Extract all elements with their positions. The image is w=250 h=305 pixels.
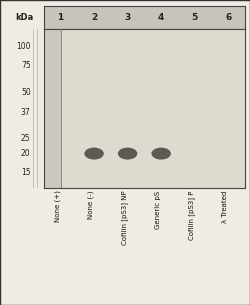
Bar xyxy=(44,29,60,188)
Ellipse shape xyxy=(152,148,171,160)
Text: 6: 6 xyxy=(225,13,231,22)
Text: 4: 4 xyxy=(158,13,164,22)
Text: 3: 3 xyxy=(124,13,131,22)
Text: kDa: kDa xyxy=(15,13,33,22)
Text: 2: 2 xyxy=(91,13,97,22)
Text: 100: 100 xyxy=(16,42,30,51)
Text: λ Treated: λ Treated xyxy=(222,191,228,223)
Text: Generic pS: Generic pS xyxy=(155,191,161,229)
Text: 1: 1 xyxy=(58,13,64,22)
Text: 15: 15 xyxy=(21,168,30,177)
Text: 20: 20 xyxy=(21,149,30,158)
Text: Cofilin [pS3] NP: Cofilin [pS3] NP xyxy=(121,191,128,245)
Text: Cofilin [pS3] P: Cofilin [pS3] P xyxy=(188,191,195,240)
Text: 75: 75 xyxy=(21,61,30,70)
Text: 37: 37 xyxy=(21,108,30,117)
Ellipse shape xyxy=(118,148,137,160)
Text: 5: 5 xyxy=(192,13,198,22)
Text: 50: 50 xyxy=(21,88,30,97)
Ellipse shape xyxy=(84,148,104,160)
Text: 25: 25 xyxy=(21,134,30,143)
Text: None (+): None (+) xyxy=(54,191,60,223)
Text: None (-): None (-) xyxy=(88,191,94,219)
